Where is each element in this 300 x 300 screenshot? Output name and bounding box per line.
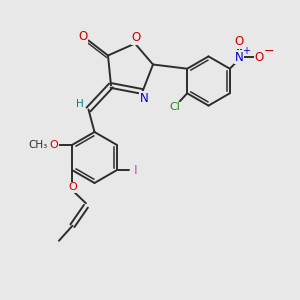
Text: O: O <box>235 35 244 48</box>
Text: N: N <box>235 51 244 64</box>
Text: O: O <box>50 140 58 150</box>
Text: Cl: Cl <box>170 102 181 112</box>
Text: O: O <box>79 30 88 44</box>
Text: +: + <box>242 46 250 56</box>
Text: CH₃: CH₃ <box>28 140 47 150</box>
Text: O: O <box>254 51 263 64</box>
Text: O: O <box>69 182 77 192</box>
Text: I: I <box>134 164 137 177</box>
Text: N: N <box>140 92 148 105</box>
Text: −: − <box>264 45 275 58</box>
Text: H: H <box>76 99 84 109</box>
Text: O: O <box>132 31 141 44</box>
